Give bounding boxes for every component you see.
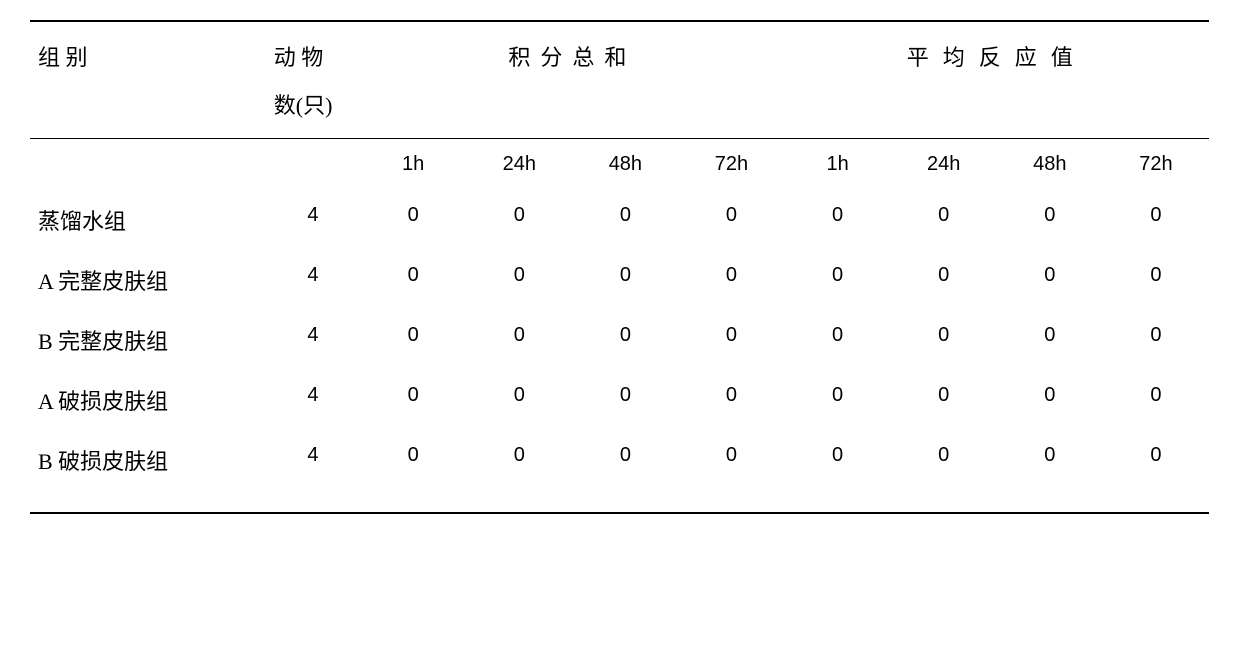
cell-value: 0: [466, 190, 572, 250]
cell-value: 0: [785, 370, 891, 430]
bottom-rule-cell: [30, 490, 1209, 513]
time-1: 24h: [466, 139, 572, 191]
table-row: A 完整皮肤组400000000: [30, 250, 1209, 310]
bottom-rule: [30, 490, 1209, 513]
hdr-score-sum: 积分总和: [360, 21, 784, 82]
cell-n: 4: [266, 430, 360, 490]
cell-value: 0: [1103, 190, 1209, 250]
time-2: 48h: [572, 139, 678, 191]
cell-value: 0: [360, 250, 466, 310]
cell-value: 0: [572, 310, 678, 370]
time-6: 48h: [997, 139, 1103, 191]
time-blank-0: [30, 139, 266, 191]
table-row: B 完整皮肤组400000000: [30, 310, 1209, 370]
cell-value: 0: [678, 370, 784, 430]
cell-value: 0: [572, 430, 678, 490]
cell-value: 0: [997, 430, 1103, 490]
cell-value: 0: [572, 190, 678, 250]
table-row: A 破损皮肤组400000000: [30, 370, 1209, 430]
cell-group: B 破损皮肤组: [30, 430, 266, 490]
time-7: 72h: [1103, 139, 1209, 191]
cell-value: 0: [466, 430, 572, 490]
cell-group: A 完整皮肤组: [30, 250, 266, 310]
cell-value: 0: [997, 370, 1103, 430]
time-0: 1h: [360, 139, 466, 191]
hdr-group: 组 别: [30, 21, 266, 82]
cell-value: 0: [360, 190, 466, 250]
cell-value: 0: [360, 310, 466, 370]
cell-value: 0: [997, 250, 1103, 310]
hdr-avg-react: 平均反应值: [785, 21, 1209, 82]
data-table: 组 别 动 物 积分总和 平均反应值 数(只) 1h 24h 48h 72h 1…: [30, 20, 1209, 514]
cell-value: 0: [997, 310, 1103, 370]
cell-value: 0: [678, 250, 784, 310]
cell-value: 0: [572, 250, 678, 310]
table-row: B 破损皮肤组400000000: [30, 430, 1209, 490]
cell-value: 0: [891, 430, 997, 490]
cell-n: 4: [266, 190, 360, 250]
cell-n: 4: [266, 310, 360, 370]
cell-value: 0: [572, 370, 678, 430]
header-row-2: 数(只): [30, 82, 1209, 139]
cell-group: B 完整皮肤组: [30, 310, 266, 370]
time-3: 72h: [678, 139, 784, 191]
cell-value: 0: [360, 430, 466, 490]
cell-value: 0: [891, 310, 997, 370]
cell-value: 0: [785, 190, 891, 250]
cell-group: A 破损皮肤组: [30, 370, 266, 430]
table-row: 蒸馏水组400000000: [30, 190, 1209, 250]
cell-value: 0: [1103, 250, 1209, 310]
cell-value: 0: [1103, 370, 1209, 430]
cell-value: 0: [678, 190, 784, 250]
time-5: 24h: [891, 139, 997, 191]
cell-value: 0: [1103, 430, 1209, 490]
hdr-animals-1: 动 物: [266, 21, 360, 82]
hdr-blank2: [360, 82, 1209, 139]
cell-n: 4: [266, 370, 360, 430]
cell-value: 0: [891, 250, 997, 310]
time-4: 1h: [785, 139, 891, 191]
cell-value: 0: [891, 370, 997, 430]
cell-value: 0: [466, 370, 572, 430]
cell-value: 0: [678, 430, 784, 490]
cell-value: 0: [785, 310, 891, 370]
time-blank-1: [266, 139, 360, 191]
cell-value: 0: [466, 250, 572, 310]
cell-value: 0: [891, 190, 997, 250]
cell-value: 0: [678, 310, 784, 370]
hdr-animals-2: 数(只): [266, 82, 360, 139]
cell-value: 0: [360, 370, 466, 430]
cell-value: 0: [785, 250, 891, 310]
cell-value: 0: [997, 190, 1103, 250]
time-row: 1h 24h 48h 72h 1h 24h 48h 72h: [30, 139, 1209, 191]
header-row-1: 组 别 动 物 积分总和 平均反应值: [30, 21, 1209, 82]
cell-n: 4: [266, 250, 360, 310]
cell-value: 0: [1103, 310, 1209, 370]
cell-value: 0: [466, 310, 572, 370]
rows-body: 蒸馏水组400000000A 完整皮肤组400000000B 完整皮肤组4000…: [30, 190, 1209, 490]
hdr-blank: [30, 82, 266, 139]
cell-group: 蒸馏水组: [30, 190, 266, 250]
cell-value: 0: [785, 430, 891, 490]
